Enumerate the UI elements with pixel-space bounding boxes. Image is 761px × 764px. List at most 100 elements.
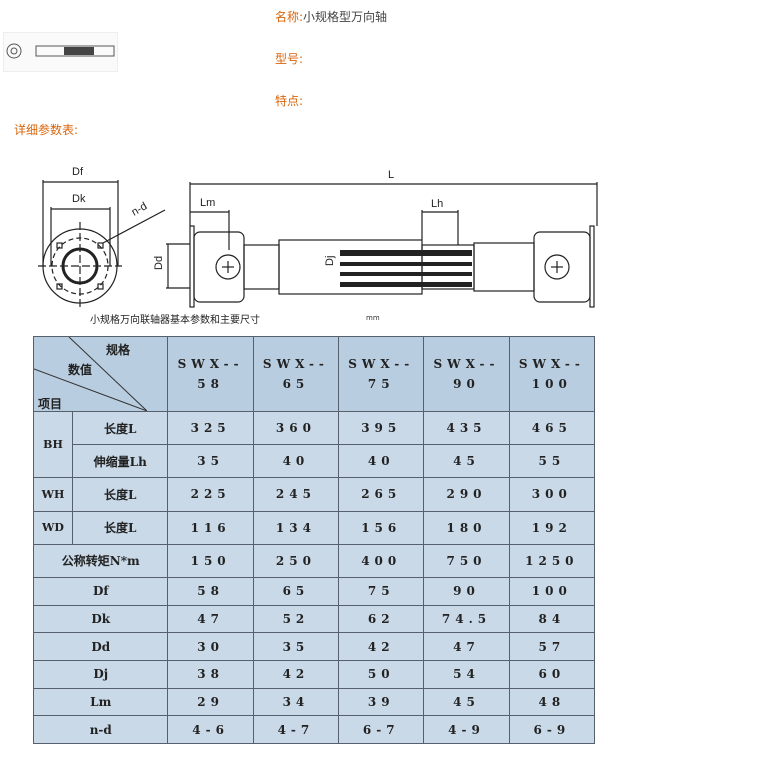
value-cell: 47 [423,632,510,661]
table-row: Lm 29 34 39 45 48 [32,687,596,717]
value-cell: 47 [167,604,254,634]
value-cell: 34 [252,687,340,717]
column-header-bottom: 75 [367,377,395,391]
table-caption: 小规格万向联轴器基本参数和主要尺寸 [90,315,260,326]
table-row: 伸缩量Lh 35 40 40 45 55 [34,444,596,479]
corner-item: 项目 [38,397,63,411]
value-cell: 42 [338,632,425,661]
model-label: 型号: [275,52,304,66]
group-cell: WD [33,510,73,545]
name-label: 名称: [275,10,304,24]
value-cell: 116 [167,510,254,545]
column-header-bottom: 90 [453,377,480,391]
value-cell: 225 [167,477,254,512]
value-cell: 40 [338,444,425,479]
corner-spec: 规格 [106,343,131,357]
value-cell: 58 [167,576,254,606]
label-nd: n-d [130,200,150,218]
value-cell: 57 [508,632,596,661]
value-cell: 50 [338,659,425,689]
table-unit: mm [366,314,380,322]
label-l: L [388,169,394,181]
column-header-top: SWX-- [518,357,585,371]
item-cell: 长度L [71,410,169,446]
value-cell: 60 [508,659,596,689]
item-cell: 公称转矩N*m [32,543,169,578]
value-cell: 1250 [508,543,596,578]
value-cell: 74.5 [423,604,510,634]
table-row: Dd 30 35 42 47 57 [32,632,596,661]
product-model: 型号: [275,48,303,67]
value-cell: 55 [508,444,596,479]
value-cell: 84 [508,604,596,634]
value-cell: 180 [423,510,510,545]
column-header-top: SWX-- [177,357,244,371]
value-cell: 65 [252,576,340,606]
column-header-top: SWX-- [348,357,415,371]
value-cell: 325 [167,410,254,446]
column-header: SWX-- 100 [508,336,596,412]
item-cell: Df [32,576,169,606]
value-cell: 6-9 [508,715,596,744]
value-cell: 290 [423,477,510,512]
item-cell: n-d [32,715,169,744]
parameter-table: 规格 数值 项目 SWX-- 58 SWX-- 65 SWX-- 75 SWX-- 90 SWX… [32,336,596,744]
table-row: Df 58 65 75 90 100 [32,576,596,606]
params-heading: 详细参数表: [14,123,79,137]
value-cell: 250 [252,543,340,578]
table-row: Dk 47 52 62 74.5 84 [32,604,596,634]
label-lh: Lh [431,198,443,210]
product-thumbnail[interactable] [3,32,118,72]
column-header: SWX-- 58 [167,336,254,412]
label-lm: Lm [200,197,215,209]
table-row: n-d 4-6 4-7 6-7 4-9 6-9 [32,715,596,744]
value-cell: 42 [252,659,340,689]
value-cell: 38 [167,659,254,689]
value-cell: 134 [252,510,340,545]
value-cell: 435 [423,410,510,446]
product-name: 名称:小规格型万向轴 [275,6,387,25]
label-dd: Dd [153,256,165,270]
value-cell: 192 [508,510,596,545]
value-cell: 30 [167,632,254,661]
corner-value: 数值 [68,363,93,377]
feature-label: 特点: [275,94,304,108]
product-features: 特点: [275,90,303,109]
value-cell: 90 [423,576,510,606]
item-cell: Dj [32,659,169,689]
item-cell: Dk [32,604,169,634]
value-cell: 40 [252,444,340,479]
value-cell: 39 [338,687,425,717]
shaft-drawing: Df Dk n-d L Lm Lh Dd Dj [38,166,598,310]
column-header: SWX-- 65 [252,336,340,412]
value-cell: 150 [167,543,254,578]
value-cell: 35 [167,444,254,479]
value-cell: 75 [338,576,425,606]
corner-cell: 规格 数值 项目 [32,336,169,412]
table-row: WD 长度L 116 134 156 180 192 [33,510,596,545]
value-cell: 156 [338,510,425,545]
label-dj: Dj [324,256,336,266]
value-cell: 465 [508,410,596,446]
value-cell: 52 [252,604,340,634]
item-cell: 长度L [71,510,169,545]
table-row: BH 长度L 325 360 395 435 465 [33,410,596,479]
column-header-bottom: 100 [531,377,572,391]
value-cell: 100 [508,576,596,606]
value-cell: 300 [508,477,596,512]
name-value: 小规格型万向轴 [303,10,388,24]
value-cell: 4-7 [252,715,340,744]
value-cell: 54 [423,659,510,689]
value-cell: 750 [423,543,510,578]
group-cell: WH [33,477,73,512]
value-cell: 48 [508,687,596,717]
label-df: Df [72,166,84,178]
value-cell: 29 [167,687,254,717]
value-cell: 4-9 [423,715,510,744]
value-cell: 400 [338,543,425,578]
column-header-bottom: 58 [197,377,224,391]
value-cell: 45 [423,444,510,479]
table-row: 公称转矩N*m 150 250 400 750 1250 [32,543,596,578]
column-header-top: SWX-- [262,357,329,371]
table-row: WH 长度L 225 245 265 290 300 [33,477,596,512]
